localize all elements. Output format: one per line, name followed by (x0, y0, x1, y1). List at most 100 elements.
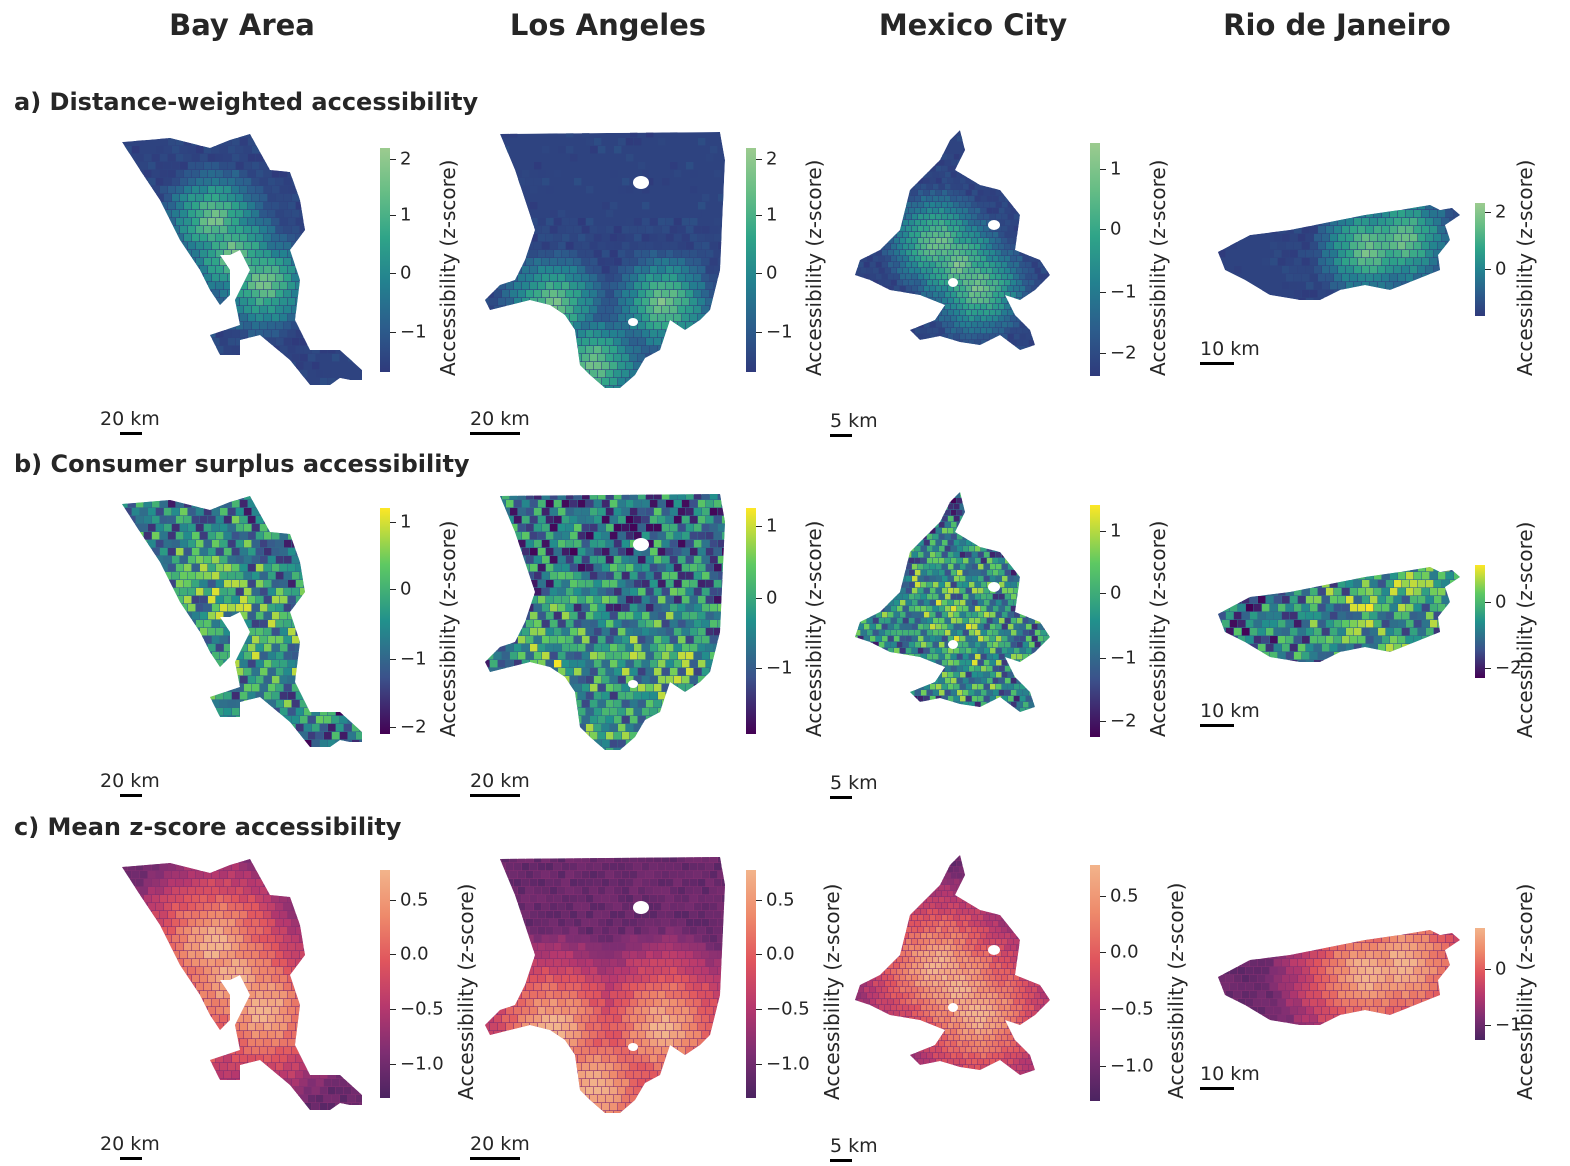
map-cell (152, 298, 160, 306)
map-cell (1386, 314, 1393, 321)
map-cell (252, 258, 260, 266)
map-cell (280, 644, 288, 652)
map-cell (730, 154, 737, 161)
map-cell (192, 708, 200, 716)
map-cell (260, 370, 268, 378)
map-cell (276, 668, 284, 676)
map-cell (132, 540, 140, 548)
map-cell (1286, 258, 1294, 266)
map-cell (1410, 154, 1417, 161)
map-cell (352, 756, 359, 762)
map-cell (300, 242, 308, 250)
map-cell (156, 700, 164, 708)
map-cell (570, 346, 578, 354)
map-cell (304, 170, 312, 178)
map-cell (1068, 298, 1073, 303)
map-cell (122, 378, 128, 385)
map-cell (1002, 322, 1008, 328)
map-cell (256, 644, 264, 652)
map-cell (1050, 274, 1055, 279)
map-cell (638, 290, 646, 298)
map-cell (1398, 258, 1406, 266)
map-cell (192, 756, 199, 762)
map-cell (963, 304, 969, 310)
map-cell (1422, 210, 1430, 218)
map-cell (972, 346, 978, 350)
map-cell (104, 644, 111, 651)
map-cell (1362, 218, 1370, 226)
map-cell (252, 162, 260, 170)
map-cell (332, 540, 340, 548)
map-cell (873, 292, 879, 298)
map-cell (272, 660, 280, 668)
map-cell (960, 238, 966, 244)
map-cell (554, 394, 561, 400)
map-cell (168, 266, 176, 274)
map-cell (993, 364, 998, 369)
map-cell (200, 724, 208, 732)
map-cell (276, 306, 284, 314)
map-cell (678, 242, 686, 250)
map-cell (272, 756, 279, 762)
map-cell (104, 756, 111, 762)
map-cell (348, 290, 356, 298)
colorbar-label: Accessibility (z-score) (436, 520, 460, 737)
map-cell (972, 286, 978, 292)
map-cell (272, 676, 280, 684)
map-cell (372, 556, 379, 563)
map-cell (846, 154, 851, 159)
map-cell (276, 636, 284, 644)
colorbar-tick-label: 0 (1110, 218, 1122, 240)
map-cell (112, 234, 119, 241)
map-cell (924, 154, 930, 160)
map-cell (966, 214, 972, 220)
map-cell (550, 322, 558, 330)
map-cell (945, 220, 951, 226)
map-cell (530, 266, 538, 274)
map-cell (140, 338, 148, 346)
map-cell (188, 210, 196, 218)
map-cell (244, 226, 252, 234)
map-cell (1020, 322, 1026, 328)
map-cell (272, 234, 280, 242)
map-cell (288, 580, 296, 588)
map-cell (128, 580, 136, 588)
map-cell (308, 716, 316, 724)
map-cell (698, 362, 706, 370)
map-cell (996, 394, 1001, 399)
map-cell (1338, 250, 1346, 258)
map-cell (951, 232, 957, 238)
map-cell (1354, 218, 1362, 226)
map-cell (530, 250, 538, 258)
map-cell (164, 496, 172, 500)
map-cell (864, 262, 870, 268)
map-cell (618, 394, 625, 400)
map-cell (252, 732, 260, 740)
map-cell (264, 644, 272, 652)
map-cell (144, 628, 152, 636)
map-cell (610, 330, 618, 338)
map-cell (674, 378, 682, 386)
map-cell (1314, 205, 1322, 210)
map-cell (212, 306, 220, 314)
map-cell (232, 740, 240, 747)
map-cell (470, 492, 477, 499)
map-cell (999, 196, 1005, 202)
map-cell (220, 146, 228, 154)
map-cell (1002, 358, 1007, 363)
map-cell (1032, 226, 1038, 232)
map-cell (268, 732, 276, 740)
map-cell (542, 274, 550, 282)
map-cell (1330, 205, 1338, 210)
map-cell (678, 274, 686, 282)
map-cell (873, 268, 879, 274)
map-cell (276, 572, 284, 580)
map-cell (960, 166, 966, 172)
map-cell (1450, 330, 1457, 337)
map-cell (927, 220, 933, 226)
map-cell (518, 494, 526, 500)
map-cell (1338, 282, 1346, 290)
map-cell (870, 178, 876, 184)
map-cell (1370, 218, 1378, 226)
map-cell (1402, 250, 1410, 258)
